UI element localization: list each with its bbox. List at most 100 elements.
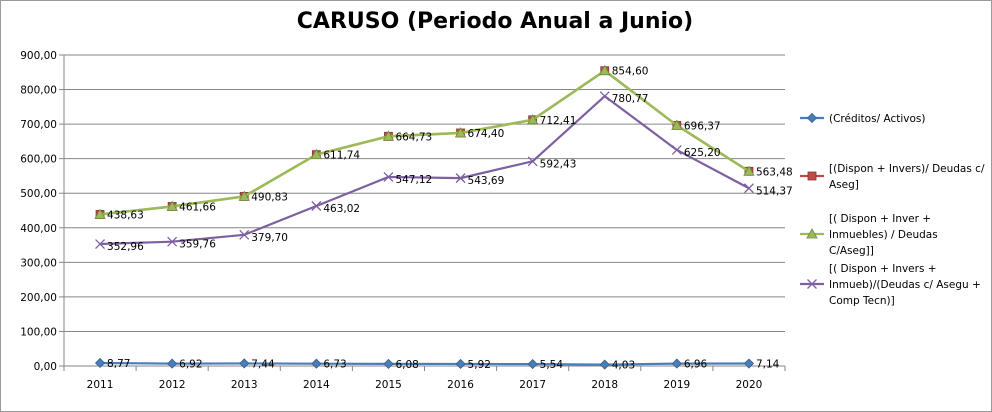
x-tick-label: 2014 (303, 379, 330, 391)
data-point-0 (239, 358, 250, 369)
x-tick-label: 2011 (87, 379, 114, 391)
data-label: 6,08 (395, 359, 418, 371)
data-label: 438,63 (107, 209, 144, 221)
x-tick-label: 2019 (663, 379, 690, 391)
data-label: 490,83 (251, 191, 288, 203)
legend-marker-0 (806, 112, 818, 124)
chart-title: CARUSO (Periodo Anual a Junio) (296, 9, 694, 34)
x-tick-label: 2020 (736, 379, 763, 391)
data-point-0 (743, 358, 755, 369)
series-line-3 (100, 95, 750, 246)
data-label: 7,14 (756, 359, 780, 371)
data-point-2 (310, 148, 323, 160)
data-label: 6,73 (323, 359, 346, 371)
data-point-3 (311, 201, 322, 211)
y-tick-label: 100,00 (20, 326, 57, 338)
data-label: 6,96 (684, 359, 708, 371)
data-point-3 (455, 173, 466, 184)
data-point-2 (454, 127, 467, 138)
data-label: 352,96 (107, 241, 144, 253)
data-label: 547,12 (395, 174, 432, 186)
data-point-0 (527, 359, 538, 370)
y-tick-label: 300,00 (20, 257, 57, 269)
y-tick-label: 500,00 (20, 188, 57, 200)
y-tick-label: 800,00 (20, 85, 57, 97)
data-point-2 (526, 113, 539, 125)
data-label: 463,02 (323, 203, 360, 215)
data-point-0 (167, 358, 178, 369)
y-tick-label: 900,00 (20, 50, 57, 62)
legend-label: [(Dispon + Invers)/ Deudas c/ (829, 163, 985, 175)
gridlines (64, 54, 785, 332)
data-point-2 (671, 119, 683, 130)
data-point-0 (599, 359, 610, 370)
legend-label: Inmuebles) / Deudas (829, 229, 938, 241)
data-point-2 (599, 64, 611, 76)
data-label: 6,92 (179, 359, 202, 371)
data-point-2 (94, 208, 106, 219)
data-label: 7,44 (251, 358, 275, 370)
data-label: 780,77 (612, 93, 649, 105)
legend-label: Inmueb)/(Deudas c/ Asegu + (829, 279, 981, 291)
data-point-3 (599, 91, 610, 102)
data-label: 543,69 (468, 175, 505, 187)
data-point-3 (383, 171, 394, 182)
data-label: 854,60 (612, 66, 649, 78)
legend-marker-1 (807, 171, 817, 181)
data-label: 514,37 (756, 185, 793, 197)
data-point-0 (94, 357, 106, 369)
data-label: 379,70 (251, 232, 288, 244)
legend-label: Comp Tecn)] (829, 295, 895, 307)
x-tick-label: 2016 (447, 379, 474, 391)
data-label: 696,37 (684, 120, 721, 132)
x-tick-label: 2012 (159, 379, 186, 391)
data-label: 664,73 (395, 131, 432, 143)
y-tick-label: 0,00 (34, 361, 57, 373)
data-point-2 (166, 200, 178, 211)
legend: (Créditos/ Activos) [(Dispon + Invers)/ D… (800, 112, 985, 307)
data-point-0 (311, 358, 322, 369)
data-point-3 (239, 229, 250, 240)
data-label: 563,48 (756, 166, 793, 178)
data-point-3 (167, 236, 178, 247)
data-label: 359,76 (179, 239, 216, 251)
data-label: 592,43 (540, 158, 577, 170)
legend-label: (Créditos/ Activos) (829, 113, 925, 125)
data-point-3 (95, 239, 106, 249)
data-point-2 (238, 190, 250, 201)
axes: 0,00 100,00 200,00 300,00 400,00 500,00 600,00… (20, 50, 786, 391)
data-label: 5,92 (468, 359, 491, 371)
series-line-0 (100, 361, 749, 366)
legend-label: C/Aseg]] (829, 245, 874, 257)
data-point-3 (743, 183, 754, 194)
data-point-2 (382, 130, 395, 141)
x-tick-label: 2013 (231, 379, 258, 391)
data-label: 611,74 (323, 150, 360, 162)
series-layer (94, 64, 755, 370)
data-point-3 (527, 156, 538, 167)
data-label: 4,03 (612, 360, 635, 372)
data-label: 461,66 (179, 201, 216, 213)
data-label: 712,41 (540, 115, 577, 127)
data-label: 674,40 (468, 128, 505, 140)
y-tick-label: 400,00 (20, 223, 57, 235)
x-tick-label: 2015 (375, 379, 402, 391)
x-tick-label: 2017 (519, 379, 546, 391)
legend-label: [( Dispon + Inver + (829, 213, 931, 225)
data-point-3 (671, 144, 682, 155)
y-tick-label: 200,00 (20, 292, 57, 304)
y-tick-label: 600,00 (20, 154, 57, 166)
data-labels: 8,77 6,92 7,44 6,73 6,08 5,92 5,54 4,03 6,96 7,14… (107, 66, 793, 372)
data-point-0 (383, 358, 394, 369)
legend-marker-2 (806, 228, 818, 239)
data-label: 8,77 (107, 358, 130, 370)
data-point-0 (455, 358, 466, 370)
series-line-2 (99, 69, 750, 216)
legend-label: [( Dispon + Invers + (829, 263, 937, 275)
data-point-2 (743, 165, 755, 176)
y-tick-label: 700,00 (20, 119, 57, 131)
legend-label: Aseg] (829, 179, 859, 191)
data-point-0 (671, 358, 682, 369)
data-label: 625,20 (684, 147, 721, 159)
